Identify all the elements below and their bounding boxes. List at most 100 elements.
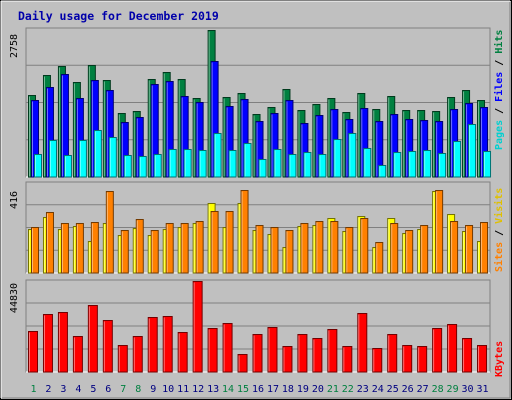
bar-sites-day-13: [210, 211, 219, 274]
day-label-27: 27: [417, 384, 429, 395]
bar-sites-day-23: [360, 218, 369, 274]
bar-sites-day-10: [165, 223, 174, 274]
bar-kbytes-day-28: [432, 328, 443, 373]
bar-kbytes-day-31: [477, 345, 488, 373]
bar-kbytes-day-22: [342, 346, 353, 373]
bar-pages-day-26: [408, 151, 417, 178]
bar-kbytes-day-27: [417, 346, 428, 373]
bar-sites-day-1: [31, 227, 39, 274]
day-label-17: 17: [267, 384, 279, 395]
bar-pages-day-11: [183, 149, 192, 178]
bar-kbytes-day-25: [387, 334, 398, 373]
bar-sites-day-21: [330, 221, 339, 274]
bar-kbytes-day-5: [87, 305, 98, 373]
bars-kbytes: [28, 281, 488, 373]
bar-sites-day-31: [480, 222, 489, 274]
bar-pages-day-29: [453, 141, 462, 178]
day-label-20: 20: [312, 384, 324, 395]
bar-sites-day-8: [135, 219, 144, 274]
day-label-31: 31: [476, 384, 488, 395]
y-max-label-hits: 2758: [9, 34, 20, 58]
bar-kbytes-day-26: [402, 345, 413, 373]
bar-pages-day-13: [213, 133, 222, 178]
legend-visits: Visits: [493, 188, 505, 224]
legend-visits: Sites / Visits: [493, 188, 505, 272]
bar-sites-day-14: [225, 211, 234, 274]
bar-kbytes-day-20: [312, 338, 323, 373]
legend-sites: Sites: [493, 242, 505, 272]
bar-sites-day-4: [75, 223, 84, 274]
day-label-18: 18: [282, 384, 294, 395]
bar-pages-day-18: [288, 154, 297, 178]
bar-sites-day-11: [180, 223, 189, 274]
bar-kbytes-day-7: [117, 345, 128, 373]
bar-kbytes-day-24: [372, 348, 383, 373]
day-label-8: 8: [135, 384, 141, 395]
day-label-12: 12: [192, 384, 204, 395]
bar-pages-day-1: [34, 154, 42, 178]
bar-kbytes-day-2: [42, 314, 53, 373]
legend-kbytes: KBytes: [494, 341, 505, 377]
legend-hits: Hits: [493, 30, 505, 54]
bar-pages-day-19: [303, 152, 312, 178]
bar-sites-day-20: [315, 221, 324, 274]
bar-kbytes-day-12: [192, 281, 203, 373]
bar-sites-day-3: [60, 223, 69, 274]
legend-kbytes: KBytes: [494, 341, 505, 377]
bar-kbytes-day-19: [297, 334, 308, 373]
day-label-21: 21: [327, 384, 339, 395]
day-label-5: 5: [90, 384, 96, 395]
bar-kbytes-day-16: [252, 334, 263, 373]
bar-kbytes-day-30: [462, 338, 473, 373]
bar-sites-day-17: [270, 227, 279, 274]
panel-kbytes: 44830 KBytes: [9, 279, 505, 377]
day-label-26: 26: [402, 384, 414, 395]
legend-separator: /: [494, 54, 505, 72]
bar-pages-day-8: [138, 156, 147, 178]
day-label-13: 13: [207, 384, 219, 395]
day-label-9: 9: [150, 384, 156, 395]
day-label-30: 30: [462, 384, 474, 395]
bar-pages-day-7: [123, 155, 132, 178]
bar-pages-day-15: [243, 143, 252, 178]
bar-kbytes-day-21: [327, 329, 338, 373]
bar-sites-day-26: [405, 230, 414, 274]
y-max-label-visits: 416: [9, 191, 20, 209]
bar-sites-day-15: [240, 190, 249, 274]
panel-hits: 2758 Pages / Files / Hits: [9, 27, 505, 178]
day-label-14: 14: [222, 384, 234, 395]
day-label-19: 19: [297, 384, 309, 395]
bar-pages-day-25: [393, 152, 402, 178]
bar-kbytes-day-8: [132, 336, 143, 373]
bar-kbytes-day-1: [28, 331, 38, 373]
day-label-7: 7: [120, 384, 126, 395]
day-label-15: 15: [237, 384, 249, 395]
bar-pages-day-30: [468, 124, 477, 178]
bar-pages-day-3: [63, 155, 72, 178]
bars-hits: [28, 30, 492, 178]
bar-pages-day-21: [333, 139, 342, 178]
bar-kbytes-day-4: [72, 336, 83, 373]
bar-kbytes-day-29: [447, 324, 458, 373]
legend-separator: /: [494, 102, 505, 120]
bar-kbytes-day-17: [267, 327, 278, 373]
bar-sites-day-16: [255, 225, 264, 274]
legend-separator: /: [494, 224, 505, 242]
bar-pages-day-24: [378, 165, 387, 178]
bar-pages-day-27: [423, 150, 432, 178]
bar-kbytes-day-18: [282, 346, 293, 373]
bar-pages-day-31: [483, 151, 492, 178]
day-label-23: 23: [357, 384, 369, 395]
bar-sites-day-28: [435, 190, 444, 274]
bar-pages-day-14: [228, 150, 237, 178]
bar-sites-day-19: [300, 223, 309, 274]
bar-kbytes-day-14: [222, 323, 233, 373]
panel-visits: 416 Sites / Visits: [9, 181, 505, 274]
day-label-11: 11: [177, 384, 189, 395]
legend-hits: Pages / Files / Hits: [493, 30, 505, 150]
bar-sites-day-22: [345, 227, 354, 274]
bar-kbytes-day-3: [57, 312, 68, 373]
bar-pages-day-6: [108, 137, 117, 178]
